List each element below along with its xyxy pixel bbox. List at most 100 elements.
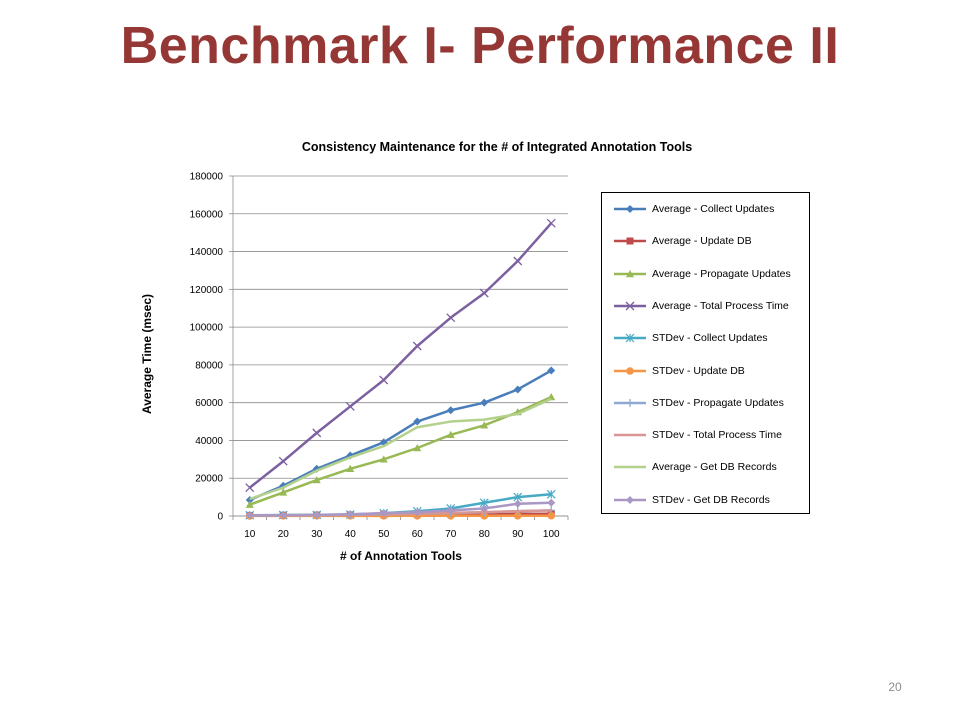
y-tick-label: 40000 xyxy=(195,436,223,447)
data-point xyxy=(379,375,389,385)
legend-label: STDev - Total Process Time xyxy=(652,429,782,442)
x-tick-label: 80 xyxy=(479,529,491,540)
legend-item: STDev - Total Process Time xyxy=(612,427,782,443)
legend-marker xyxy=(626,237,634,245)
legend-item: STDev - Propagate Updates xyxy=(612,395,784,411)
y-tick-label: 180000 xyxy=(190,172,224,183)
data-point xyxy=(546,218,556,228)
legend-marker xyxy=(625,301,635,311)
series-2 xyxy=(245,393,556,508)
series-line xyxy=(249,397,552,501)
data-point xyxy=(312,510,321,519)
legend-swatch xyxy=(614,237,646,245)
y-tick-label: 80000 xyxy=(195,360,223,371)
x-tick-label: 30 xyxy=(311,529,323,540)
data-point xyxy=(346,464,355,472)
legend-marker xyxy=(626,398,634,407)
data-point xyxy=(379,455,388,463)
data-point xyxy=(345,401,355,411)
legend-label: Average - Collect Updates xyxy=(652,203,775,215)
legend-item: Average - Update DB xyxy=(612,233,752,249)
x-axis-label: # of Annotation Tools xyxy=(340,549,462,563)
data-point xyxy=(513,256,523,266)
data-point xyxy=(346,510,355,519)
x-tick-label: 10 xyxy=(244,529,256,540)
legend-item: Average - Total Process Time xyxy=(612,298,789,314)
legend-swatch xyxy=(614,433,646,437)
y-tick-label: 120000 xyxy=(190,285,224,296)
y-tick-label: 0 xyxy=(217,512,223,523)
legend-label: Average - Total Process Time xyxy=(652,299,789,312)
data-point xyxy=(513,385,522,394)
data-point xyxy=(379,509,388,518)
data-point xyxy=(412,341,422,351)
legend-swatch xyxy=(614,333,646,343)
data-point xyxy=(245,511,254,520)
data-point xyxy=(279,511,288,520)
legend-item: Average - Get DB Records xyxy=(612,459,777,475)
data-point xyxy=(547,511,556,520)
data-point xyxy=(413,417,422,426)
series-3 xyxy=(245,218,556,493)
series-line xyxy=(249,395,552,506)
y-tick-label: 60000 xyxy=(195,398,223,409)
legend-swatch xyxy=(614,205,646,213)
legend-swatch xyxy=(614,466,646,469)
series-9 xyxy=(245,498,556,520)
data-point xyxy=(446,430,455,438)
legend-item: STDev - Get DB Records xyxy=(612,492,770,508)
data-point xyxy=(547,393,556,401)
data-point xyxy=(547,366,556,375)
legend-label: Average - Update DB xyxy=(652,235,752,248)
legend-swatch xyxy=(614,301,646,311)
data-point xyxy=(312,476,321,484)
data-point xyxy=(480,504,489,513)
data-point xyxy=(413,444,422,452)
data-point xyxy=(278,456,288,466)
data-point xyxy=(446,406,455,415)
legend-label: STDev - Update DB xyxy=(652,364,745,377)
data-point xyxy=(446,313,456,323)
data-point xyxy=(480,421,489,429)
y-tick-label: 140000 xyxy=(190,247,224,258)
legend-label: STDev - Collect Updates xyxy=(652,332,768,345)
x-tick-label: 50 xyxy=(378,529,390,540)
legend-swatch xyxy=(614,495,646,504)
legend-swatch xyxy=(614,398,646,407)
chart-legend: Average - Collect Updates Average - Updat… xyxy=(601,192,810,514)
legend-marker xyxy=(626,269,634,277)
x-tick-label: 100 xyxy=(543,529,560,540)
data-point xyxy=(279,488,288,496)
chart-title: Consistency Maintenance for the # of Int… xyxy=(301,140,693,154)
data-point xyxy=(479,288,489,298)
data-point xyxy=(480,398,489,407)
legend-swatch xyxy=(614,366,646,375)
x-tick-label: 60 xyxy=(412,529,424,540)
x-tick-label: 70 xyxy=(445,529,457,540)
data-point xyxy=(546,489,556,499)
data-point xyxy=(312,428,322,438)
data-point xyxy=(513,499,522,508)
data-point xyxy=(547,498,556,507)
legend-item: Average - Propagate Updates xyxy=(612,266,791,282)
series-line xyxy=(249,369,552,502)
page-number: 20 xyxy=(888,680,902,694)
x-tick-label: 20 xyxy=(278,529,290,540)
x-tick-label: 40 xyxy=(345,529,357,540)
x-tick-label: 90 xyxy=(512,529,524,540)
legend-marker xyxy=(626,366,634,375)
legend-swatch xyxy=(614,269,646,277)
legend-item: STDev - Collect Updates xyxy=(612,330,768,346)
legend-label: Average - Get DB Records xyxy=(652,461,777,474)
legend-marker xyxy=(626,495,634,504)
series-line xyxy=(248,222,553,489)
legend-item: STDev - Update DB xyxy=(612,363,745,379)
legend-label: STDev - Get DB Records xyxy=(652,493,770,506)
series-line xyxy=(249,501,552,517)
legend-marker xyxy=(626,205,634,213)
y-tick-label: 20000 xyxy=(195,474,223,485)
legend-item: Average - Collect Updates xyxy=(612,201,774,217)
legend-marker xyxy=(625,333,635,343)
data-point xyxy=(513,511,522,520)
